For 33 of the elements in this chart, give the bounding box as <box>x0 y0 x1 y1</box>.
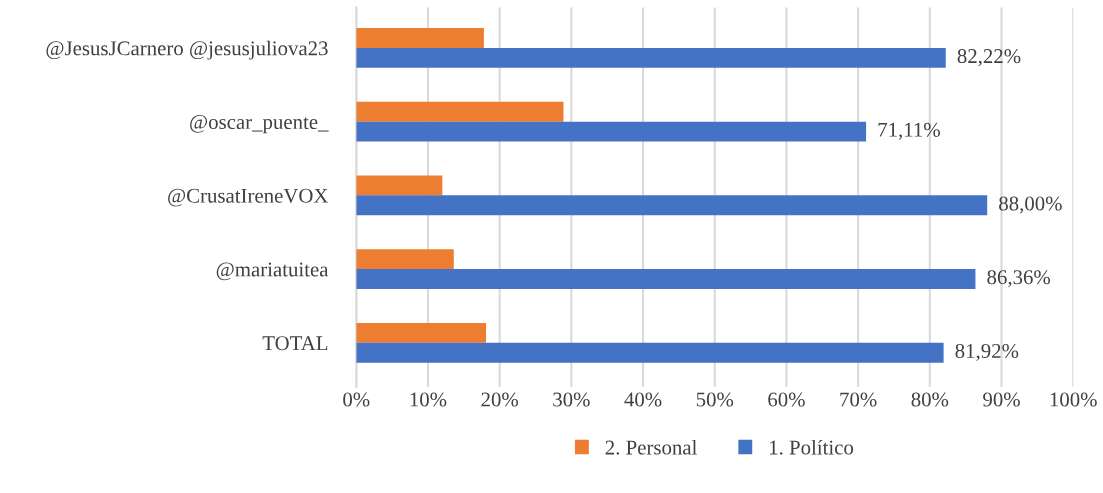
x-tick-label: 70% <box>840 392 877 407</box>
bar <box>356 342 944 363</box>
x-tick-label: 0% <box>343 392 370 407</box>
x-tick-label: 80% <box>911 392 949 407</box>
bar <box>356 249 454 270</box>
bar <box>356 47 946 68</box>
legend-label: 1. Político <box>770 439 854 455</box>
legend-label: 2. Personal <box>605 439 697 455</box>
bar <box>356 101 564 122</box>
x-tick-label: 50% <box>696 392 734 407</box>
data-label: 86,36% <box>987 270 1051 288</box>
x-tick-label: 30% <box>553 392 590 407</box>
x-tick-label: 90% <box>983 392 1020 407</box>
bar <box>356 322 487 343</box>
data-label: 71,11% <box>878 122 940 140</box>
data-label: 82,22% <box>957 49 1021 67</box>
y-tick-label: @JesusJCarnero @jesusjuliova23 <box>46 40 328 60</box>
bar <box>356 175 443 196</box>
x-tick-label: 60% <box>768 392 805 407</box>
bar <box>356 121 867 142</box>
x-tick-label: 40% <box>624 392 662 407</box>
y-tick-label: TOTAL <box>262 336 328 351</box>
bar <box>356 28 484 48</box>
bar <box>356 195 988 216</box>
y-tick-label: @oscar_puente_ <box>190 115 329 134</box>
data-label: 88,00% <box>999 196 1062 214</box>
data-label: 81,92% <box>955 343 1019 361</box>
x-tick-label: 20% <box>481 392 519 407</box>
x-tick-label: 10% <box>410 392 447 407</box>
bar <box>356 269 976 289</box>
x-tick-label: 100% <box>1050 392 1097 407</box>
y-tick-label: @CrusatIreneVOX <box>168 188 329 207</box>
y-tick-label: @mariatuitea <box>216 262 329 281</box>
